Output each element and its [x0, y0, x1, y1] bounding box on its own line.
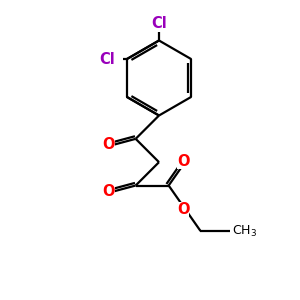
Text: O: O [177, 154, 189, 169]
Text: CH$_3$: CH$_3$ [232, 224, 257, 238]
Text: Cl: Cl [99, 52, 115, 67]
Text: O: O [177, 202, 189, 217]
Text: O: O [102, 184, 115, 199]
Text: Cl: Cl [151, 16, 167, 32]
Text: O: O [102, 137, 115, 152]
